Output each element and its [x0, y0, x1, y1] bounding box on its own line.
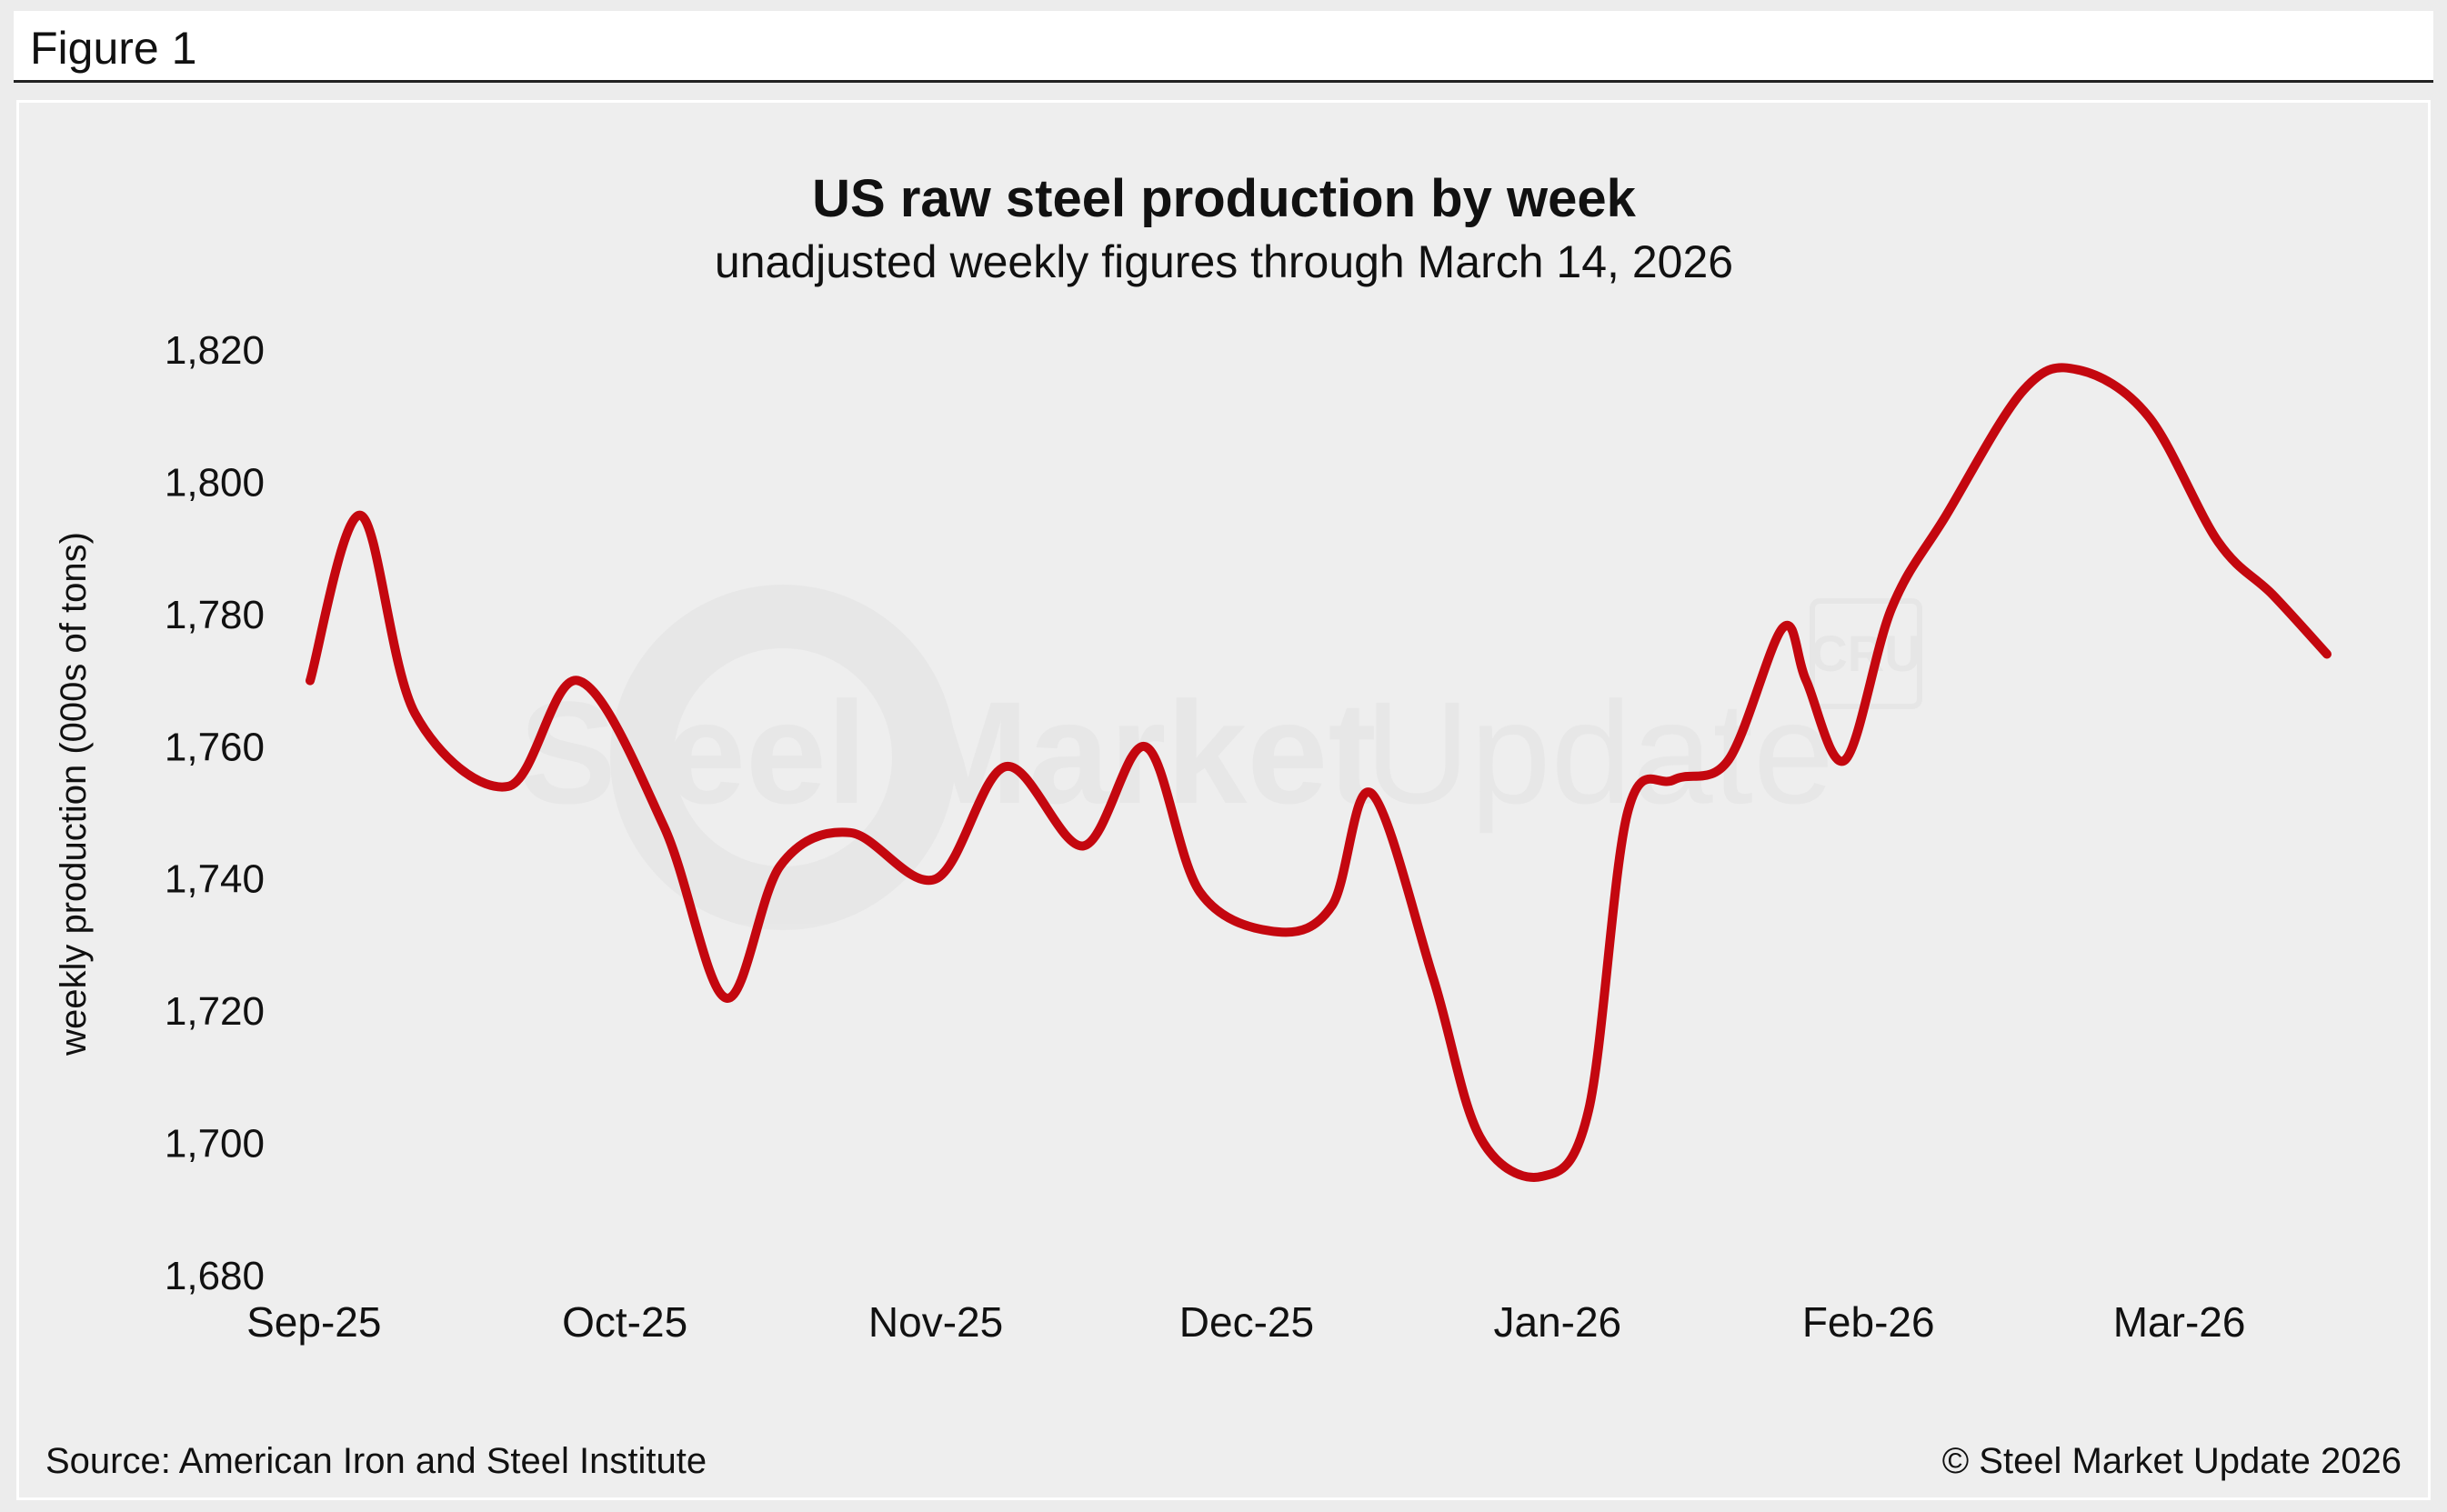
x-tick-labels: Sep-25 Oct-25 Nov-25 Dec-25 Jan-26 Feb-26 Mar-…	[246, 1298, 2245, 1346]
chart-title: US raw steel production by week	[812, 169, 1636, 228]
x-tick-label: Nov-25	[868, 1298, 1003, 1346]
y-tick-labels: 1,680 1,700 1,720 1,740 1,760 1,780 1,800 1,820	[165, 328, 265, 1298]
x-tick-label: Mar-26	[2113, 1298, 2246, 1346]
series-group	[306, 363, 2332, 1182]
x-tick-label: Sep-25	[246, 1298, 381, 1346]
y-tick-label: 1,800	[165, 460, 265, 505]
chart-panel: Steel Market Update CRU US raw steel pro…	[16, 100, 2431, 1500]
y-tick-label: 1,820	[165, 328, 265, 373]
figure-header: Figure 1	[14, 11, 2433, 83]
x-tick-label: Feb-26	[1802, 1298, 1935, 1346]
line-chart: Steel Market Update CRU US raw steel pro…	[54, 169, 2332, 1346]
y-tick-label: 1,700	[165, 1122, 265, 1167]
y-tick-label: 1,680	[165, 1254, 265, 1298]
x-tick-label: Dec-25	[1179, 1298, 1314, 1346]
watermark: Steel Market Update CRU	[519, 585, 1922, 930]
y-tick-label: 1,780	[165, 593, 265, 637]
figure-label: Figure 1	[30, 23, 197, 74]
source-note: Source: American Iron and Steel Institut…	[45, 1441, 707, 1481]
x-tick-label: Oct-25	[562, 1298, 687, 1346]
watermark-text-bold: Steel Market	[519, 671, 1377, 834]
y-tick-label: 1,740	[165, 857, 265, 902]
y-axis-label: weekly production (000s of tons)	[54, 532, 94, 1056]
watermark-badge: CRU	[1810, 625, 1920, 682]
copyright-note: © Steel Market Update 2026	[1941, 1441, 2402, 1481]
series-line	[306, 363, 2332, 1182]
x-tick-label: Jan-26	[1493, 1298, 1621, 1346]
y-tick-label: 1,720	[165, 989, 265, 1034]
y-tick-label: 1,760	[165, 725, 265, 769]
chart-subtitle: unadjusted weekly figures through March …	[715, 236, 1733, 287]
watermark-logo-inner	[674, 648, 892, 866]
watermark-text-light: Update	[1365, 671, 1834, 834]
